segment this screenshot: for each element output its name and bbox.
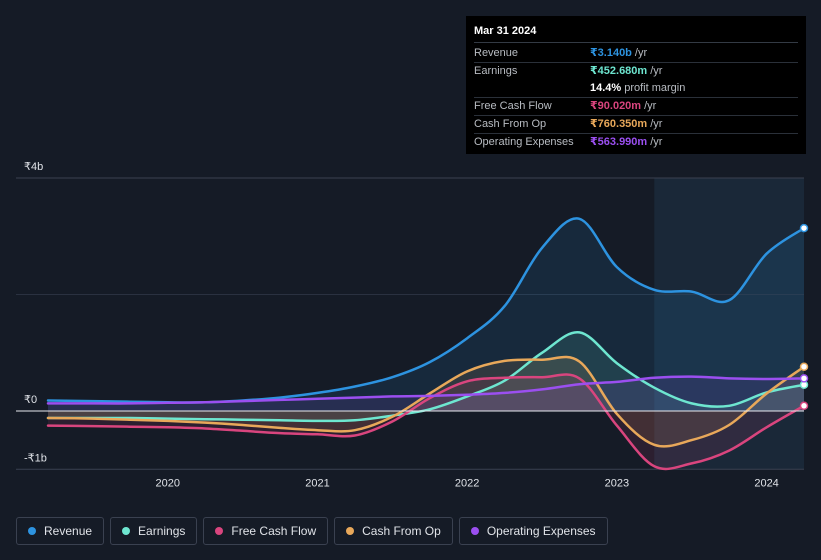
tooltip-value: ₹3.140b <box>590 47 632 59</box>
x-tick-label: 2020 <box>156 477 180 489</box>
tooltip-label <box>474 80 590 97</box>
tooltip-value: ₹563.990m <box>590 136 648 148</box>
y-tick-label: ₹0 <box>24 394 37 406</box>
x-tick-label: 2022 <box>455 477 479 489</box>
legend-item-free-cash-flow[interactable]: Free Cash Flow <box>203 517 329 545</box>
end-marker-cash-from-op <box>799 362 809 371</box>
end-marker-free-cash-flow <box>799 401 809 411</box>
y-tick-label: -₹1b <box>24 452 47 464</box>
x-tick-label: 2021 <box>305 477 329 489</box>
legend-item-cash-from-op[interactable]: Cash From Op <box>334 517 453 545</box>
legend-dot-icon <box>28 527 36 535</box>
tooltip-value: 14.4% <box>590 82 622 94</box>
tooltip-row-earnings: Earnings ₹452.680m /yr <box>474 63 798 80</box>
line-earnings <box>46 331 806 423</box>
tooltip-unit: /yr <box>650 118 663 130</box>
x-tick-label: 2024 <box>754 477 778 489</box>
tooltip-row-profit-margin: 14.4% profit margin <box>474 80 798 98</box>
tooltip-row-revenue: Revenue ₹3.140b /yr <box>474 45 798 63</box>
legend: Revenue Earnings Free Cash Flow Cash Fro… <box>16 517 608 545</box>
legend-label: Revenue <box>44 524 93 538</box>
tooltip-label: Cash From Op <box>474 118 547 130</box>
legend-dot-icon <box>470 527 479 535</box>
tooltip-value: ₹452.680m <box>590 65 648 77</box>
tooltip-unit: profit margin <box>624 82 686 94</box>
tooltip-date: Mar 31 2024 <box>474 24 798 43</box>
tooltip-unit: /yr <box>644 100 657 112</box>
line-cash-from-op <box>46 355 806 448</box>
tooltip-label: Operating Expenses <box>474 136 574 148</box>
legend-label: Free Cash Flow <box>231 524 317 538</box>
line-operating-expenses <box>46 375 806 405</box>
tooltip-row-cash-from-op: Cash From Op ₹760.350m /yr <box>474 116 798 134</box>
tooltip-value: ₹760.350m <box>590 118 648 130</box>
tooltip-row-operating-expenses: Operating Expenses ₹563.990m /yr <box>474 134 798 151</box>
line-free-cash-flow <box>46 373 806 471</box>
legend-label: Cash From Op <box>362 524 441 538</box>
tooltip-label: Earnings <box>474 65 518 77</box>
x-tick-label: 2023 <box>605 477 629 489</box>
legend-label: Earnings <box>138 524 186 538</box>
legend-dot-icon <box>215 527 224 535</box>
tooltip: Mar 31 2024 Revenue ₹3.140b /yr Earnings… <box>466 16 806 154</box>
end-marker-revenue <box>799 223 809 233</box>
end-marker-operating-expenses <box>799 374 809 383</box>
legend-item-revenue[interactable]: Revenue <box>16 517 105 545</box>
tooltip-unit: /yr <box>650 65 663 77</box>
y-tick-label: ₹4b <box>24 161 43 173</box>
tooltip-unit: /yr <box>650 136 663 148</box>
legend-label: Operating Expenses <box>486 524 596 538</box>
legend-item-operating-expenses[interactable]: Operating Expenses <box>458 517 608 545</box>
legend-dot-icon <box>346 527 355 535</box>
tooltip-row-free-cash-flow: Free Cash Flow ₹90.020m /yr <box>474 98 798 116</box>
tooltip-label: Free Cash Flow <box>474 100 552 112</box>
tooltip-label: Revenue <box>474 47 519 59</box>
legend-item-earnings[interactable]: Earnings <box>110 517 198 545</box>
tooltip-unit: /yr <box>634 47 648 59</box>
area-earnings <box>48 332 804 421</box>
legend-dot-icon <box>122 527 131 535</box>
tooltip-value: ₹90.020m <box>590 100 642 112</box>
